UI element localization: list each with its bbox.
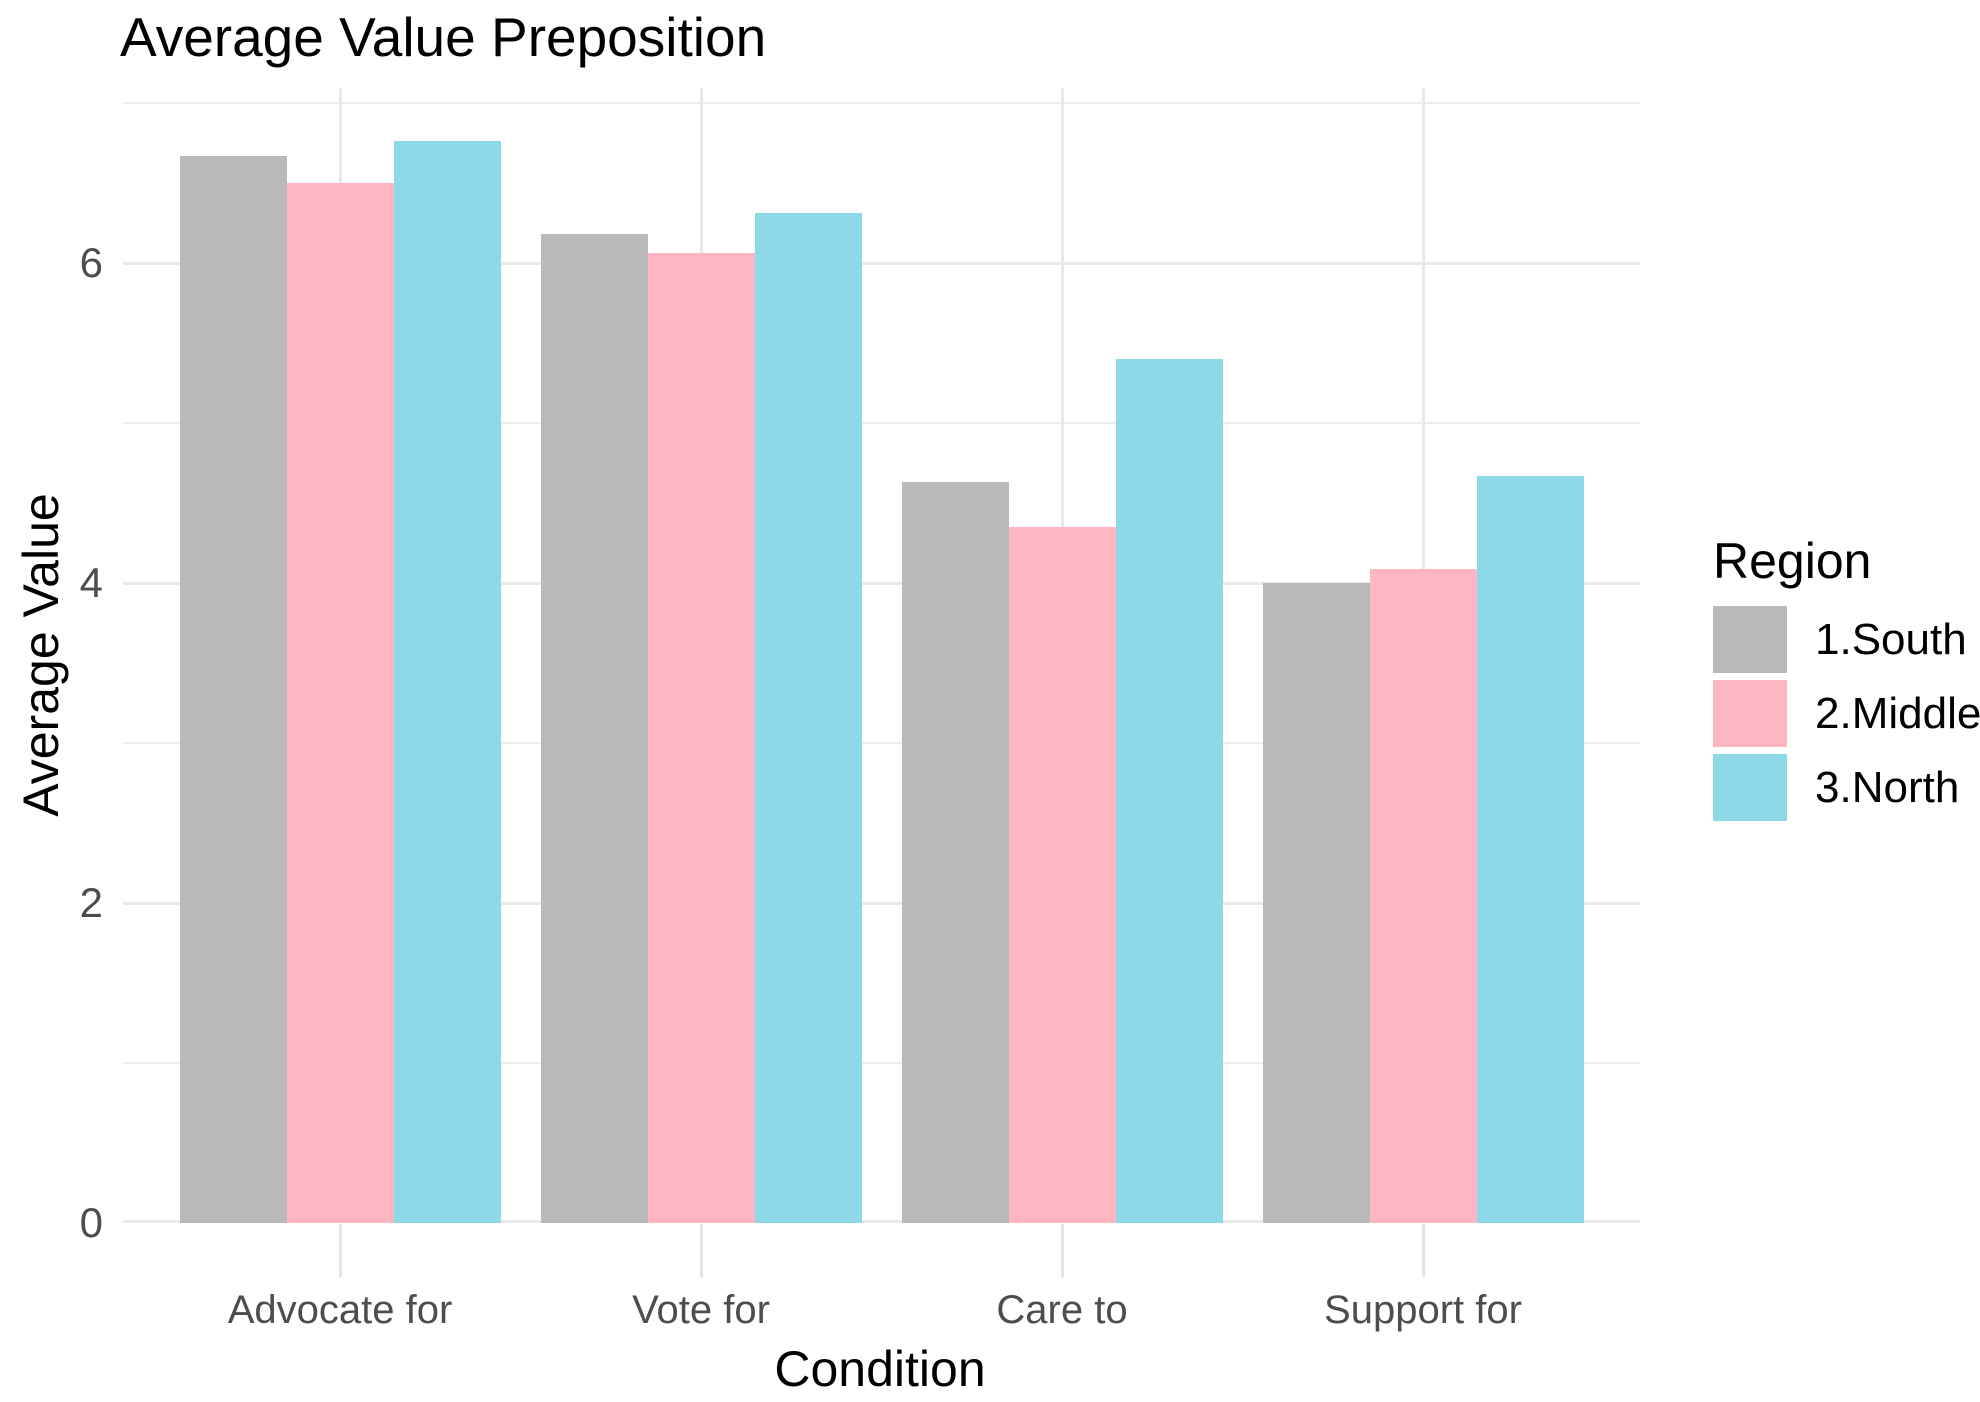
y-tick-label-4: 4	[79, 559, 103, 606]
plot-panel	[123, 88, 1640, 1223]
x-tick-label-3: Support for	[1324, 1288, 1522, 1332]
gridline-minor-y7	[123, 102, 1640, 104]
gridline-minor-y5	[123, 422, 1640, 424]
legend-title: Region	[1713, 533, 1872, 589]
x-tick-3	[1422, 1224, 1425, 1277]
bar-2-Middle-2	[1008, 527, 1116, 1223]
x-tick-label-1: Vote for	[632, 1288, 770, 1332]
x-tick-label-2: Care to	[996, 1288, 1128, 1332]
bar-2-Middle-1	[647, 253, 755, 1223]
legend-label-0: 1.South	[1815, 614, 1967, 664]
legend-item-0: 1.South	[1713, 606, 1973, 673]
gridline-minor-y1	[123, 1062, 1640, 1064]
bar-3-North-3	[1476, 476, 1584, 1223]
legend-items: 1.South 2.Middle 3.North	[1713, 606, 1980, 821]
bar-3-North-0	[393, 141, 501, 1223]
legend-swatch-1	[1713, 680, 1787, 747]
y-tick-label-2: 2	[79, 879, 103, 926]
x-tick-2	[1061, 1224, 1064, 1277]
y-tick-label-0: 0	[79, 1199, 103, 1246]
gridline-major-y0	[123, 1220, 1640, 1223]
legend-label-1: 2.Middle	[1815, 688, 1980, 738]
legend-swatch-0	[1713, 606, 1787, 673]
legend: Region 1.South 2.Middle 3.North	[1713, 532, 1980, 828]
bar-3-North-1	[754, 213, 862, 1223]
bar-1-South-3	[1262, 583, 1370, 1223]
bar-1-South-1	[540, 234, 648, 1223]
chart-title: Average Value Preposition	[120, 6, 767, 68]
legend-swatch-2	[1713, 754, 1787, 821]
y-tick-label-6: 6	[79, 239, 103, 286]
x-tick-label-0: Advocate for	[227, 1288, 453, 1332]
x-axis-title: Condition	[774, 1341, 986, 1397]
bar-2-Middle-3	[1369, 569, 1477, 1223]
bar-1-South-2	[901, 482, 1009, 1223]
x-tick-1	[700, 1224, 703, 1277]
legend-item-1: 2.Middle	[1713, 680, 1980, 747]
bar-1-South-0	[179, 156, 287, 1223]
bar-3-North-2	[1115, 359, 1223, 1223]
gridline-major-y2	[123, 902, 1640, 905]
bar-2-Middle-0	[286, 183, 394, 1223]
x-tick-0	[339, 1224, 342, 1277]
y-axis-title: Average Value	[13, 493, 69, 817]
gridline-major-y6	[123, 262, 1640, 265]
legend-item-2: 3.North	[1713, 754, 1973, 821]
gridline-minor-y3	[123, 742, 1640, 744]
legend-label-2: 3.North	[1815, 762, 1960, 812]
gridline-major-y4	[123, 582, 1640, 585]
